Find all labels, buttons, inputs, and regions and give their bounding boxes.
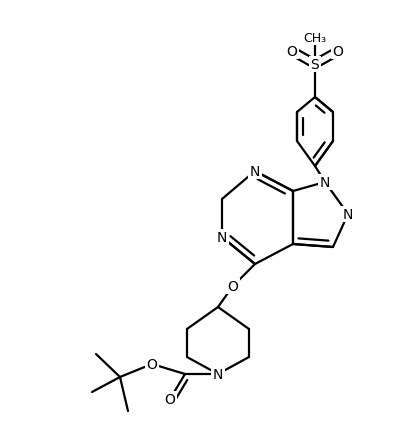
- Text: N: N: [212, 367, 223, 381]
- Text: O: O: [146, 357, 157, 371]
- Text: CH₃: CH₃: [303, 31, 326, 44]
- Text: O: O: [286, 45, 297, 59]
- Text: N: N: [249, 164, 259, 178]
- Text: O: O: [164, 392, 175, 406]
- Text: O: O: [227, 279, 238, 293]
- Text: N: N: [342, 207, 352, 221]
- Text: N: N: [319, 176, 330, 190]
- Text: S: S: [310, 58, 318, 72]
- Text: O: O: [332, 45, 343, 59]
- Text: N: N: [216, 230, 227, 244]
